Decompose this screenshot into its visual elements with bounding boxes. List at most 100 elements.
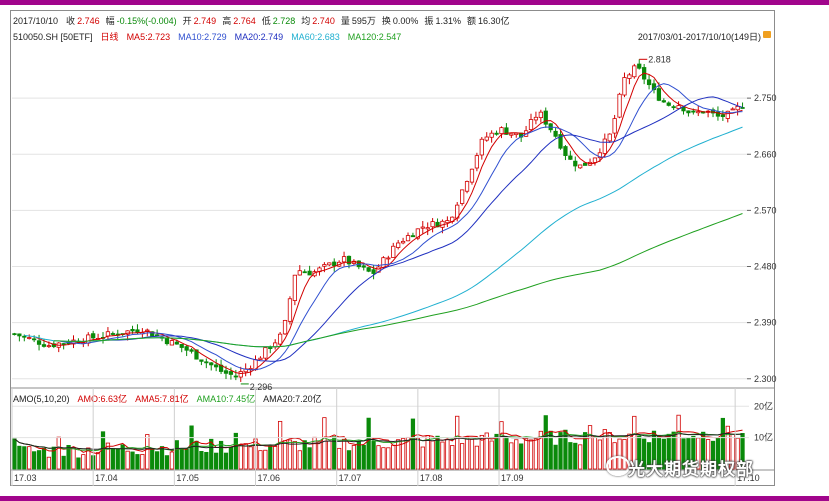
candle xyxy=(307,270,312,276)
candle xyxy=(386,257,391,260)
volume-bar xyxy=(238,444,243,470)
volume-bar xyxy=(469,439,475,470)
volume-bar xyxy=(337,447,342,470)
info-label: 收 xyxy=(66,16,76,26)
info-value: -0.15%(-0.004) xyxy=(116,16,177,26)
volume-bar xyxy=(548,430,553,470)
volume-bar xyxy=(95,452,101,470)
price-tick-label: 2.300 xyxy=(754,374,777,384)
volume-bar xyxy=(199,450,204,470)
volume-bar xyxy=(410,418,416,470)
candle xyxy=(263,347,268,359)
candle xyxy=(474,155,480,169)
volume-bar xyxy=(396,439,401,470)
legend-entry: MA5:2.723 xyxy=(126,32,171,42)
volume-bar xyxy=(553,444,558,470)
candle xyxy=(558,134,563,149)
candle xyxy=(607,133,612,142)
candle xyxy=(676,105,681,109)
volume-bar xyxy=(164,455,170,470)
amo-legend: AMO(5,10,20) AMO:6.63亿 AMA5:7.81亿 AMA10:7.4… xyxy=(13,392,330,405)
x-tick-label: 17.06 xyxy=(258,473,281,483)
legend-entry: 日线 xyxy=(100,32,119,42)
volume-bar xyxy=(17,445,22,470)
volume-bar xyxy=(538,430,543,470)
volume-bar xyxy=(140,454,145,470)
x-tick-label: 17.10 xyxy=(737,473,760,483)
info-item: 换 0.00% xyxy=(382,16,419,26)
legend-entry: MA20:2.749 xyxy=(234,32,284,42)
candle xyxy=(405,235,411,242)
info-item: 高 2.764 xyxy=(222,16,256,26)
volume-bar xyxy=(420,446,425,470)
candle xyxy=(110,333,115,335)
candle xyxy=(617,93,622,118)
price-tick-label: 2.390 xyxy=(754,318,777,328)
info-item: 开 2.749 xyxy=(183,16,217,26)
candle xyxy=(592,157,598,163)
volume-bar xyxy=(341,438,347,470)
x-tick-label: 17.09 xyxy=(501,473,524,483)
volume-bar xyxy=(479,434,484,470)
info-value: 16.30亿 xyxy=(477,16,510,26)
volume-bar xyxy=(381,447,386,470)
candle xyxy=(396,242,401,248)
low-label: 2.296 xyxy=(250,382,273,392)
candle xyxy=(381,257,386,268)
volume-bar xyxy=(366,417,371,470)
info-label: 振 xyxy=(424,16,434,26)
candle xyxy=(612,118,617,134)
volume-bar xyxy=(686,438,691,470)
candle xyxy=(686,110,691,114)
volume-bar xyxy=(327,440,332,470)
volume-bar xyxy=(145,434,150,470)
candle xyxy=(282,320,288,335)
candle xyxy=(155,334,160,337)
candle xyxy=(499,127,504,134)
candle xyxy=(469,168,475,183)
info-value: 2.740 xyxy=(312,16,335,26)
candle xyxy=(184,346,189,351)
ama20-line xyxy=(14,432,743,450)
volume-bar xyxy=(174,440,179,470)
volume-bar xyxy=(179,449,184,470)
volume-bar xyxy=(720,417,725,470)
lock-icon[interactable] xyxy=(763,31,771,38)
quote-info-bar: 2017/10/10 收 2.746 幅 -0.15%(-0.004) 开 2.749 高 2.… xyxy=(13,14,516,27)
volume-bar xyxy=(169,451,175,470)
candle xyxy=(86,334,91,344)
candle xyxy=(371,269,376,274)
volume-bar xyxy=(386,447,391,470)
volume-bar xyxy=(204,451,209,470)
candle xyxy=(332,261,337,267)
volume-bar xyxy=(297,450,302,470)
volume-bar xyxy=(351,445,357,470)
price-tick-label: 2.660 xyxy=(754,149,777,159)
candle xyxy=(627,74,632,79)
volume-bar xyxy=(125,450,130,470)
info-item: 振 1.31% xyxy=(424,16,461,26)
ma120-line xyxy=(53,213,743,348)
volume-bar xyxy=(312,436,317,470)
legend-entry: AMO:6.63亿 xyxy=(77,394,128,404)
volume-bar xyxy=(46,456,52,470)
candle xyxy=(105,331,111,337)
candle xyxy=(464,181,470,192)
volume-bar xyxy=(302,440,307,470)
info-value: 2.764 xyxy=(233,16,256,26)
candle xyxy=(71,339,76,345)
volume-bar xyxy=(130,451,135,470)
volume-bar xyxy=(597,439,602,470)
volume-bar xyxy=(22,446,27,470)
legend-entry: AMA10:7.45亿 xyxy=(196,394,256,404)
volume-bar xyxy=(292,441,297,470)
info-label: 2017/10/10 xyxy=(13,16,59,26)
volume-bar xyxy=(578,444,583,470)
candle xyxy=(214,364,219,368)
chart-frame xyxy=(10,10,775,486)
volume-bar xyxy=(740,433,745,470)
volume-bar xyxy=(277,420,283,470)
volume-bar xyxy=(61,455,66,470)
volume-bar xyxy=(115,448,120,470)
